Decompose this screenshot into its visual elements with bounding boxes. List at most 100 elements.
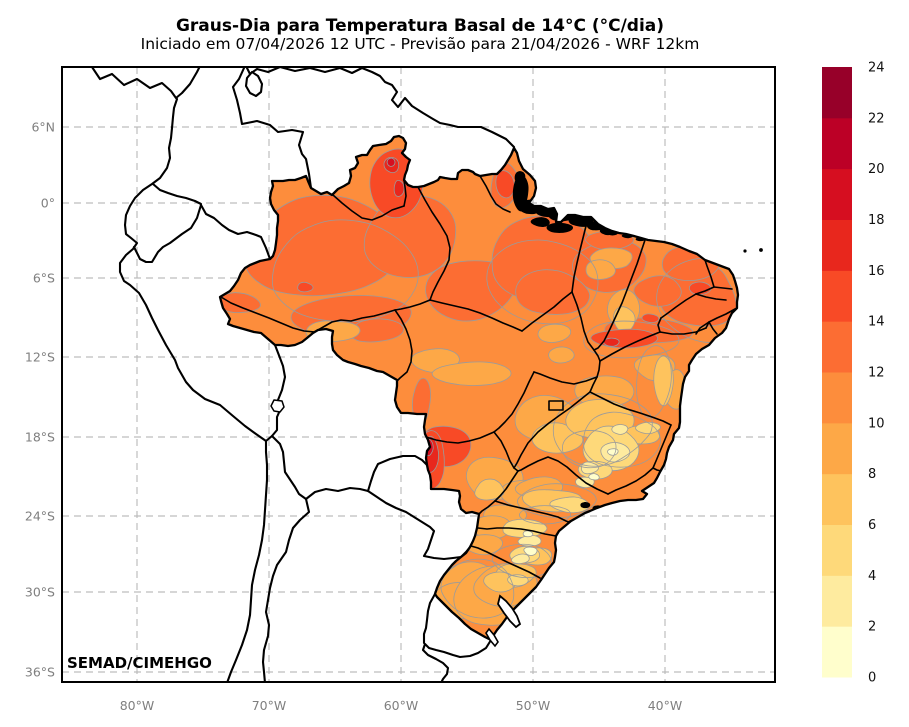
- map-plot-area: [61, 66, 776, 683]
- lon-tick-label: 70°W: [252, 698, 287, 713]
- colorbar-segment-8-10: [822, 422, 852, 475]
- colorbar-tick-label: 14: [868, 315, 885, 330]
- state-border: [593, 349, 601, 362]
- state-border: [695, 293, 727, 301]
- lat-tick-label: 12°S: [25, 350, 55, 365]
- contour-line: [636, 345, 672, 419]
- colorbar-segment-4-6: [822, 524, 852, 576]
- state-border: [521, 291, 573, 332]
- state-border: [220, 296, 316, 333]
- colorbar-tick-label: 10: [868, 416, 885, 431]
- lon-tick-label: 60°W: [384, 698, 419, 713]
- state-border: [493, 431, 519, 472]
- river-water: [514, 171, 526, 184]
- state-border: [517, 456, 609, 495]
- lake-maracaibo: [244, 70, 264, 98]
- state-border: [589, 391, 672, 426]
- lon-tick-label: 80°W: [120, 698, 155, 713]
- colorbar-segment-20-22: [822, 117, 852, 170]
- state-border: [479, 175, 511, 213]
- contour-line: [518, 505, 571, 525]
- colorbar-segment-0-2: [822, 626, 852, 678]
- state-border: [394, 299, 431, 311]
- colorbar-tick-label: 0: [868, 671, 876, 686]
- contour-fill-level-12-14: [515, 269, 591, 315]
- state-borders: [220, 175, 736, 579]
- brazil-border: [218, 134, 740, 642]
- state-border: [494, 470, 519, 502]
- contour-fill-level-16-18: [393, 179, 405, 197]
- contour-line: [562, 430, 617, 469]
- state-border: [596, 360, 601, 378]
- contour-fill-level-4-6: [635, 421, 661, 435]
- colorbar-segment-12-14: [822, 321, 852, 373]
- colorbar-segment-22-24: [822, 67, 852, 119]
- colorbar-tick-label: 4: [868, 569, 876, 584]
- state-border: [571, 291, 595, 351]
- contour-line: [491, 543, 552, 579]
- contour-fill-level-14-16: [297, 281, 314, 293]
- contour-fill-level-2-4: [611, 424, 629, 435]
- contour-line: [517, 483, 597, 518]
- colorbar-tick-label: 6: [868, 518, 876, 533]
- contour-fill-level-8-10: [548, 346, 575, 364]
- state-border: [589, 376, 598, 393]
- state-border: [513, 391, 591, 469]
- colorbar-tick-label: 24: [868, 61, 885, 76]
- lat-tick-label: 6°S: [33, 271, 55, 286]
- state-border: [659, 327, 707, 335]
- island-dot: [759, 248, 763, 252]
- lat-tick-label: 30°S: [25, 585, 55, 600]
- contour-fill-level-14-16: [688, 281, 712, 296]
- contour-fill-level-6-8: [483, 571, 517, 593]
- axes-frame: [61, 66, 776, 683]
- contour-fill-level-0-2: [607, 448, 619, 456]
- state-border: [599, 331, 661, 362]
- state-border: [708, 321, 718, 335]
- contour-fill-level-12-14: [412, 377, 431, 425]
- contour-line: [583, 411, 661, 468]
- axis-tick-labels: 6°N 0° 6°S 12°S 18°S 24°S 30°S 36°S 80°W 70°W 60°W…: [25, 120, 682, 714]
- contour-fill-level-14-16: [495, 170, 515, 199]
- contour-fill-level-2-4: [511, 553, 530, 565]
- lat-tick-label: 24°S: [25, 509, 55, 524]
- river-water: [530, 217, 550, 227]
- lat-tick-label: 18°S: [25, 430, 55, 445]
- lat-tick-label: 0°: [41, 196, 55, 211]
- lat-tick-label: 6°N: [31, 120, 55, 135]
- coastline: [421, 638, 493, 682]
- colorbar-segment-16-18: [822, 219, 852, 271]
- state-border: [477, 527, 557, 537]
- colorbar-tick-label: 8: [868, 467, 876, 482]
- country-border: [422, 592, 437, 645]
- state-border: [657, 317, 662, 333]
- island-dot: [743, 249, 747, 253]
- state-border: [713, 286, 733, 290]
- colorbar-segment-2-4: [822, 575, 852, 627]
- colorbar-segment-10-12: [822, 372, 852, 424]
- lon-tick-label: 40°W: [648, 698, 683, 713]
- state-border: [607, 467, 654, 495]
- contour-fill-level-8-10: [585, 259, 616, 280]
- contour-fill-level-4-6: [549, 496, 590, 514]
- state-border: [494, 500, 572, 524]
- colorbar-tick-label: 20: [868, 162, 885, 177]
- state-border: [660, 293, 697, 319]
- river-water: [546, 222, 574, 233]
- map-title: Graus-Dia para Temperatura Basal de 14°C…: [176, 16, 664, 36]
- coastline: [90, 67, 201, 100]
- state-border: [403, 179, 407, 207]
- contour-fill-level-0-2: [523, 546, 538, 556]
- contour-fill-level-0-2: [522, 530, 534, 538]
- country-border: [132, 203, 203, 264]
- coastline: [118, 97, 269, 682]
- state-border: [425, 431, 495, 444]
- country-border: [261, 497, 311, 682]
- state-border: [332, 194, 405, 221]
- contour-fill-level-18-20: [386, 157, 396, 167]
- coastline-and-country-borders: [90, 67, 516, 682]
- lagoa-dos-patos: [497, 594, 522, 629]
- state-border: [695, 286, 715, 295]
